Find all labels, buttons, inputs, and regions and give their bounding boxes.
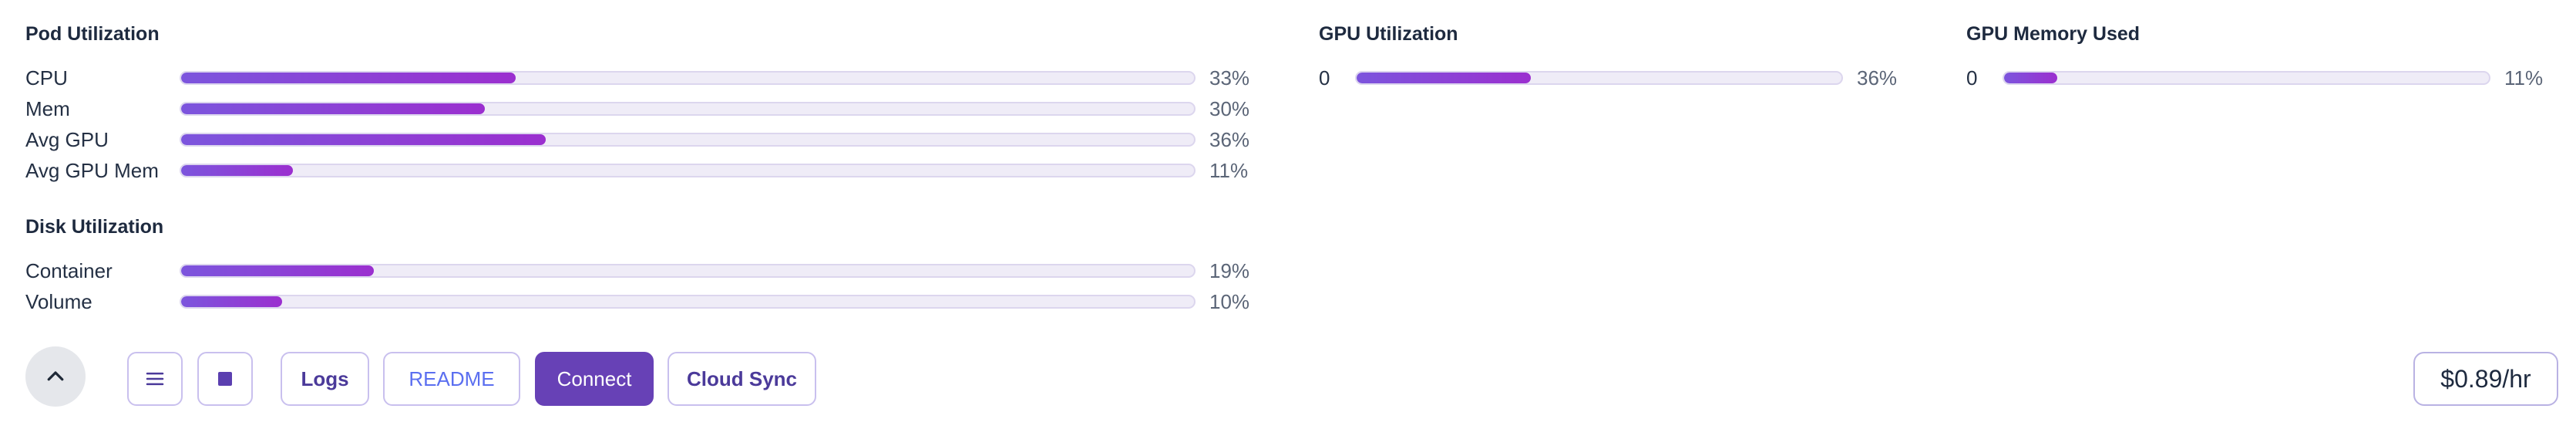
avg-gpu-usage-bar-fill [181, 134, 546, 145]
pod-utilization-title: Pod Utilization [25, 23, 160, 45]
gpu-utilization-bar [1355, 71, 1843, 85]
cpu-usage-bar [180, 71, 1196, 85]
metric-value-container: 19% [1209, 259, 1250, 282]
container-disk-bar-fill [181, 265, 374, 276]
gpu-memory-index: 0 [1966, 66, 1978, 90]
avg-gpu-usage-bar [180, 133, 1196, 147]
gpu-utilization-bar-fill [1357, 73, 1532, 83]
metric-value-avg-gpu: 36% [1209, 128, 1250, 151]
connect-button[interactable]: Connect [535, 352, 654, 406]
mem-usage-bar [180, 102, 1196, 116]
metric-label-container: Container [25, 259, 113, 282]
hamburger-menu-icon [143, 367, 166, 390]
container-disk-bar [180, 264, 1196, 278]
menu-button[interactable] [127, 352, 183, 406]
metric-value-avg-gpu-mem: 11% [1209, 159, 1249, 182]
chevron-up-icon [44, 365, 67, 388]
gpu-utilization-title: GPU Utilization [1319, 23, 1458, 45]
metric-label-avg-gpu-mem: Avg GPU Mem [25, 159, 159, 182]
metric-value-cpu: 33% [1209, 66, 1250, 90]
avg-gpu-mem-usage-bar-fill [181, 165, 293, 176]
metric-label-avg-gpu: Avg GPU [25, 128, 109, 151]
avg-gpu-mem-usage-bar [180, 164, 1196, 177]
gpu-utilization-index: 0 [1319, 66, 1330, 90]
logs-button[interactable]: Logs [281, 352, 369, 406]
gpu-memory-value: 11% [2504, 66, 2544, 90]
metric-label-mem: Mem [25, 97, 70, 120]
gpu-memory-used-title: GPU Memory Used [1966, 23, 2141, 45]
volume-disk-bar [180, 295, 1196, 309]
gpu-utilization-value: 36% [1857, 66, 1898, 90]
disk-utilization-title: Disk Utilization [25, 216, 164, 238]
cpu-usage-bar-fill [181, 73, 516, 83]
metric-label-volume: Volume [25, 290, 92, 313]
cloud-sync-button[interactable]: Cloud Sync [668, 352, 816, 406]
metric-value-volume: 10% [1209, 290, 1250, 313]
readme-button[interactable]: README [383, 352, 520, 406]
stop-square-icon [217, 370, 234, 387]
stop-button[interactable] [197, 352, 253, 406]
price-per-hour-badge: $0.89/hr [2413, 352, 2558, 406]
metric-value-mem: 30% [1209, 97, 1250, 120]
collapse-button[interactable] [25, 346, 86, 407]
volume-disk-bar-fill [181, 296, 283, 307]
mem-usage-bar-fill [181, 103, 486, 114]
gpu-memory-bar-fill [2004, 73, 2058, 83]
metric-label-cpu: CPU [25, 66, 68, 90]
gpu-memory-bar [2003, 71, 2490, 85]
